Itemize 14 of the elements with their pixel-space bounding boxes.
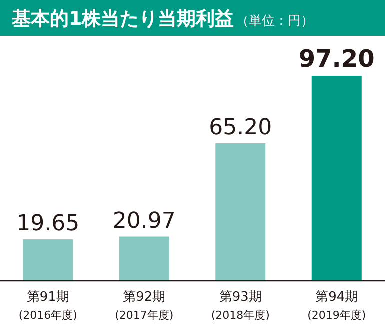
chart-title: 基本的1株当たり当期利益: [11, 8, 234, 30]
data-label: 19.65: [16, 212, 80, 237]
x-tick-label: 第93期 (2018年度): [211, 290, 270, 322]
chart-subtitle: （単位：円）: [236, 14, 314, 29]
x-tick-label: 第94期 (2019年度): [308, 290, 366, 322]
bar: [216, 143, 266, 281]
x-tick-label: 第91期 (2016年度): [18, 290, 78, 322]
x-tick-label: 第92期 (2017年度): [115, 290, 174, 322]
data-label: 65.20: [209, 115, 272, 140]
bar: [312, 76, 362, 281]
bar: [119, 236, 170, 281]
bar: [23, 240, 74, 281]
data-label: 97.20: [298, 45, 375, 73]
data-label: 20.97: [112, 208, 176, 234]
